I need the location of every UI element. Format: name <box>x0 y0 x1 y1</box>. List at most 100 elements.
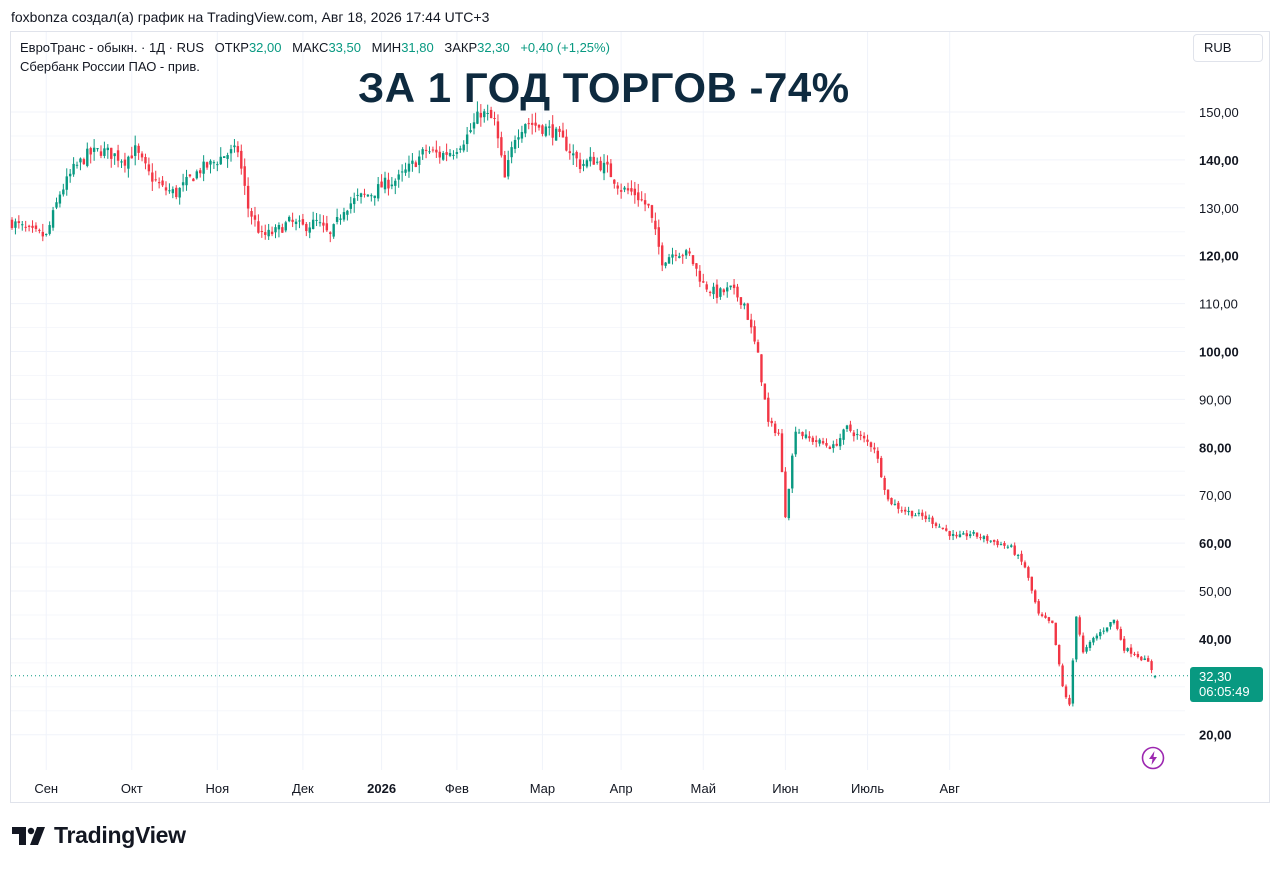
candle-body <box>951 533 955 536</box>
tradingview-logo-icon <box>12 826 45 845</box>
candle-body <box>322 222 325 226</box>
candle-body <box>623 187 626 190</box>
chart-frame[interactable] <box>10 31 1270 803</box>
candle-body <box>133 145 137 156</box>
candle-body <box>123 159 127 166</box>
candle-body <box>801 431 804 437</box>
candle-body <box>1119 629 1122 640</box>
candle-body <box>513 139 517 149</box>
candle-body <box>1068 697 1071 705</box>
candle-body <box>192 178 195 182</box>
candle-body <box>958 534 962 538</box>
candle-body <box>24 226 27 228</box>
candle-body <box>1150 661 1153 671</box>
candle-body <box>366 194 370 197</box>
candle-body <box>435 149 438 153</box>
candle-body <box>849 424 852 431</box>
y-tick-label: 80,00 <box>1199 440 1232 455</box>
candle-body <box>219 156 222 165</box>
currency-button[interactable]: RUB <box>1193 34 1263 62</box>
candle-body <box>113 153 116 157</box>
candle-body <box>565 136 568 151</box>
candle-body <box>637 192 640 201</box>
candle-body <box>1016 554 1020 556</box>
candle-body <box>1153 675 1157 678</box>
candle-body <box>479 112 483 118</box>
candle-body <box>363 193 366 195</box>
candle-body <box>21 224 24 226</box>
candle-body <box>1071 660 1075 704</box>
y-tick-label: 100,00 <box>1199 345 1239 360</box>
candle-body <box>825 443 828 446</box>
candle-body <box>181 182 185 186</box>
candle-body <box>880 457 883 478</box>
candle-body <box>27 225 31 227</box>
candle-body <box>195 171 198 179</box>
candle-body <box>144 157 147 164</box>
x-tick-label: Июн <box>772 781 798 796</box>
candle-body <box>503 155 506 178</box>
candle-body <box>609 163 613 178</box>
candle-body <box>982 536 986 539</box>
candle-body <box>561 130 565 138</box>
candle-body <box>89 148 92 155</box>
candle-body <box>1140 656 1143 661</box>
candle-body <box>496 121 500 139</box>
candle-body <box>202 161 205 174</box>
lightning-icon[interactable] <box>1141 746 1165 770</box>
candle-body <box>828 446 832 449</box>
candle-body <box>72 163 75 175</box>
candle-body <box>900 510 903 512</box>
candle-body <box>308 227 311 233</box>
candle-body <box>264 232 267 235</box>
candle-body <box>568 151 572 154</box>
candle-body <box>787 488 791 519</box>
candle-body <box>1143 658 1146 661</box>
candle-body <box>154 179 157 181</box>
candle-body <box>465 134 469 145</box>
candle-body <box>489 109 493 119</box>
candle-body <box>294 221 298 225</box>
candle-body <box>137 145 140 153</box>
candle-body <box>58 194 62 204</box>
candle-body <box>1092 637 1095 643</box>
candle-body <box>349 203 352 209</box>
candle-body <box>305 223 308 232</box>
candle-body <box>643 200 647 205</box>
candle-body <box>996 540 999 546</box>
y-tick-label: 110,00 <box>1199 297 1238 312</box>
candle-body <box>407 163 411 172</box>
candle-body <box>934 523 938 526</box>
brand-logo[interactable]: TradingView <box>12 822 186 849</box>
candle-body <box>127 156 130 169</box>
candle-body <box>606 161 609 165</box>
x-tick-label: Июль <box>851 781 884 796</box>
candle-body <box>815 440 818 442</box>
candle-body <box>664 262 667 266</box>
candle-body <box>698 270 702 282</box>
candle-body <box>534 122 537 126</box>
candle-body <box>811 437 814 442</box>
candle-body <box>657 227 660 247</box>
candle-body <box>233 145 236 148</box>
candle-body <box>41 231 44 237</box>
candle-body <box>65 176 68 190</box>
candle-body <box>455 152 459 154</box>
candle-body <box>708 291 712 293</box>
candle-body <box>257 221 260 233</box>
y-tick-label: 90,00 <box>1199 392 1232 407</box>
candle-body <box>240 150 243 169</box>
candle-body <box>86 148 89 166</box>
candle-body <box>1095 635 1099 639</box>
candle-body <box>1126 648 1129 652</box>
candle-body <box>106 147 110 151</box>
candle-body <box>1133 653 1136 655</box>
candle-body <box>390 184 394 187</box>
candle-body <box>975 532 979 537</box>
symbol-name[interactable]: ЕвроТранс - обыкн. · 1Д · RUS <box>20 40 205 55</box>
y-tick-label: 20,00 <box>1199 728 1232 743</box>
candles <box>10 101 1157 707</box>
x-tick-label: Ноя <box>205 781 229 796</box>
candle-body <box>791 455 794 489</box>
